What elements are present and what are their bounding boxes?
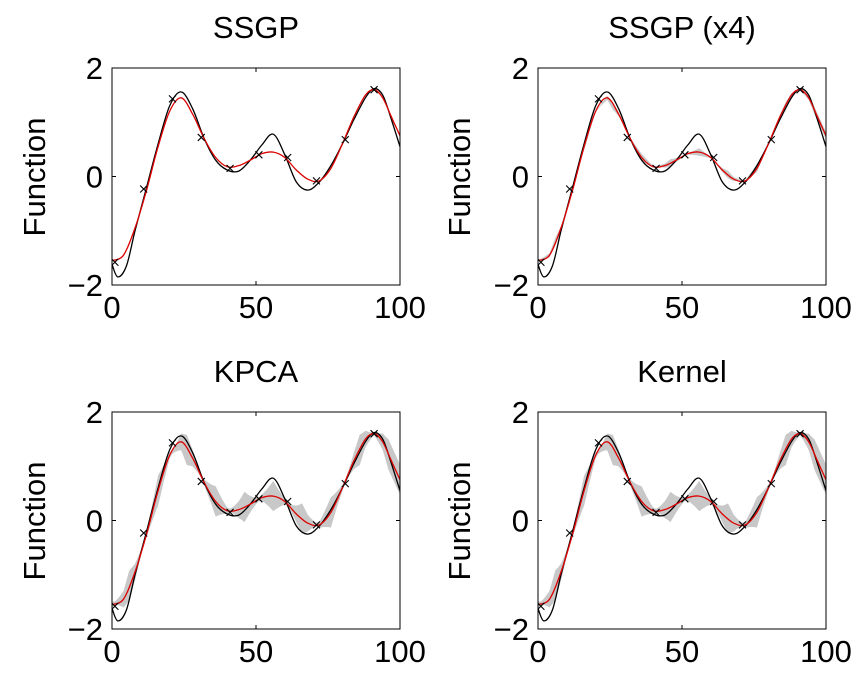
- observation-marker: [197, 133, 206, 142]
- panel-title: KPCA: [214, 354, 299, 389]
- true-function-line: [112, 87, 400, 278]
- observation-marker: [283, 497, 292, 506]
- observation-marker: [168, 439, 177, 447]
- observation-marker: [312, 520, 321, 529]
- panel-title: Kernel: [637, 354, 727, 389]
- x-tick-label: 0: [529, 290, 546, 325]
- x-tick-label: 100: [800, 290, 852, 325]
- x-tick-label: 50: [665, 290, 699, 325]
- observation-marker: [312, 176, 321, 185]
- observation-marker: [370, 85, 378, 94]
- plot-area: 0 50 100−202: [494, 51, 852, 325]
- observation-marker: [538, 258, 545, 267]
- y-tick-label: 2: [86, 51, 103, 86]
- observation-marker: [370, 429, 378, 438]
- panel-title: SSGP (x4): [608, 10, 756, 45]
- x-tick-label: 50: [665, 634, 699, 669]
- prediction-line: [112, 432, 400, 606]
- x-tick-label: 100: [800, 634, 852, 669]
- observation-marker: [341, 479, 350, 488]
- true-function-line: [538, 87, 826, 278]
- y-axis-label: Function: [442, 462, 477, 581]
- plot-area: 0 50 100−202: [494, 395, 852, 669]
- observation-marker: [594, 95, 603, 103]
- observation-marker: [341, 135, 350, 144]
- y-tick-label: 0: [86, 160, 103, 195]
- observation-marker: [709, 497, 718, 506]
- observation-marker: [565, 529, 574, 537]
- observation-marker: [168, 95, 177, 103]
- y-axis-label: Function: [17, 462, 52, 581]
- axes-frame: [111, 67, 401, 286]
- y-tick-label: −2: [68, 612, 103, 647]
- observation-marker: [796, 85, 804, 94]
- observation-marker: [767, 479, 776, 488]
- observation-marker: [652, 508, 660, 517]
- y-tick-label: 0: [512, 160, 529, 195]
- axes-frame: [537, 67, 827, 286]
- prediction-line: [538, 432, 826, 606]
- x-tick-label: 0: [529, 634, 546, 669]
- observation-marker: [709, 153, 718, 162]
- panel-ssgp: SSGP Function 0 50 100−202: [17, 10, 426, 325]
- observation-marker: [283, 153, 292, 162]
- y-axis-label: Function: [442, 118, 477, 237]
- observation-marker: [767, 135, 776, 144]
- x-tick-label: 100: [374, 290, 426, 325]
- panel-kernel: Kernel Function 0 50 100−202: [442, 354, 852, 669]
- observation-marker: [565, 185, 574, 193]
- observation-marker: [680, 494, 689, 503]
- observation-marker: [680, 150, 689, 159]
- observation-marker: [226, 164, 234, 173]
- observation-marker: [652, 164, 660, 173]
- observation-marker: [738, 176, 747, 185]
- y-tick-label: −2: [68, 268, 103, 303]
- x-tick-label: 0: [103, 290, 120, 325]
- panel-title: SSGP: [213, 10, 299, 45]
- observation-marker: [139, 185, 148, 193]
- observation-marker: [112, 602, 119, 611]
- prediction-line: [112, 88, 400, 262]
- observation-marker: [738, 520, 747, 529]
- y-tick-label: 2: [86, 395, 103, 430]
- observation-marker: [623, 133, 632, 142]
- y-tick-label: 2: [512, 395, 529, 430]
- observation-marker: [623, 477, 632, 486]
- observation-marker: [112, 258, 119, 267]
- observation-marker: [226, 508, 234, 517]
- y-tick-label: 2: [512, 51, 529, 86]
- x-tick-label: 50: [239, 634, 273, 669]
- x-tick-label: 100: [374, 634, 426, 669]
- observation-marker: [197, 477, 206, 486]
- y-tick-label: −2: [494, 612, 529, 647]
- prediction-line: [538, 88, 826, 262]
- observation-marker: [139, 529, 148, 537]
- panel-kpca: KPCA Function 0 50 100−202: [17, 354, 426, 669]
- y-axis-label: Function: [17, 118, 52, 237]
- plot-area: 0 50 100−202: [68, 395, 426, 669]
- y-tick-label: 0: [86, 504, 103, 539]
- observation-marker: [254, 494, 263, 503]
- panel-ssgp-x4: SSGP (x4) Function 0 50 100−202: [442, 10, 852, 325]
- observation-marker: [538, 602, 545, 611]
- x-tick-label: 0: [103, 634, 120, 669]
- observation-marker: [254, 150, 263, 159]
- y-tick-label: −2: [494, 268, 529, 303]
- plot-area: 0 50 100−202: [68, 51, 426, 325]
- observation-marker: [594, 439, 603, 447]
- observation-marker: [796, 429, 804, 438]
- y-tick-label: 0: [512, 504, 529, 539]
- x-tick-label: 50: [239, 290, 273, 325]
